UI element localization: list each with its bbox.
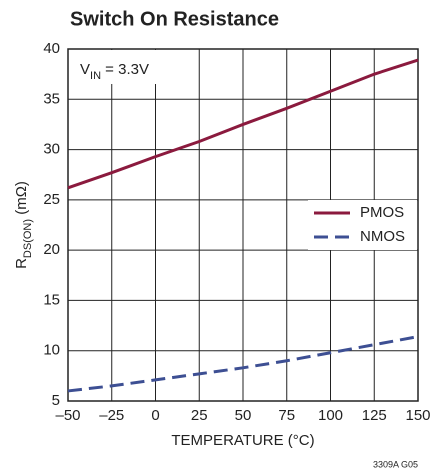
legend-label: PMOS	[360, 204, 404, 221]
x-tick-label: 25	[191, 407, 208, 424]
x-tick-label: –50	[55, 407, 80, 424]
x-tick-label: 125	[362, 407, 387, 424]
y-tick-label: 30	[43, 141, 60, 158]
y-label-sub: DS(ON)	[22, 219, 34, 258]
x-tick-label: –25	[99, 407, 124, 424]
x-tick-label: 0	[151, 407, 159, 424]
x-axis-label: TEMPERATURE (°C)	[171, 432, 314, 449]
x-tick-label: 75	[278, 407, 295, 424]
y-tick-label: 5	[52, 392, 60, 409]
annotation-sub: IN	[90, 70, 101, 82]
series-line	[67, 335, 419, 393]
y-tick-label: 40	[43, 40, 60, 57]
y-axis-label: RDS(ON) (mΩ)	[13, 181, 34, 269]
y-label-main: R	[13, 258, 30, 269]
series-line	[67, 58, 419, 190]
chart-title: Switch On Resistance	[70, 8, 279, 30]
y-tick-label: 25	[43, 191, 60, 208]
annotation-main: V	[80, 61, 90, 78]
y-tick-label: 35	[43, 90, 60, 107]
annotation: VIN = 3.3V	[80, 61, 149, 82]
legend-label: NMOS	[360, 228, 405, 245]
legend-bg	[308, 200, 417, 250]
annotation-rest: = 3.3V	[101, 61, 149, 78]
x-tick-label: 150	[405, 407, 430, 424]
annotation-bg	[69, 50, 159, 84]
x-tick-label: 100	[318, 407, 343, 424]
y-label-rest: (mΩ)	[13, 181, 30, 219]
y-tick-label: 20	[43, 241, 60, 258]
footnote: 3309A G05	[373, 459, 418, 469]
plot-frame	[67, 48, 419, 402]
y-tick-label: 15	[43, 291, 60, 308]
y-tick-label: 10	[43, 342, 60, 359]
x-tick-label: 50	[235, 407, 252, 424]
